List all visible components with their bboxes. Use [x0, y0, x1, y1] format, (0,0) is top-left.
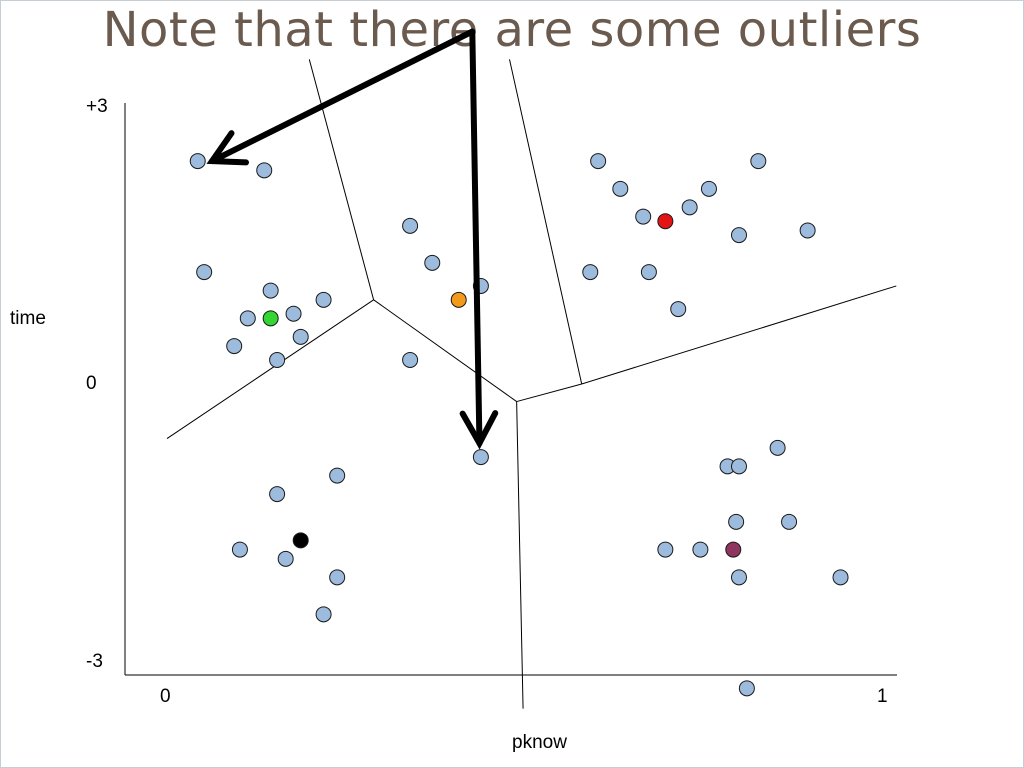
centroid-point-1	[450, 291, 467, 308]
data-point-0	[189, 153, 206, 170]
boundary-line-4	[166, 299, 374, 439]
data-point-19	[750, 153, 767, 170]
boundary-line-1	[508, 59, 583, 385]
data-point-9	[269, 351, 286, 368]
data-point-26	[269, 486, 286, 503]
data-point-33	[731, 458, 747, 475]
data-point-21	[640, 264, 657, 281]
y-tick-label-zero: 0	[86, 373, 97, 394]
data-point-20	[582, 264, 599, 281]
data-point-40	[832, 569, 849, 586]
data-point-15	[612, 180, 629, 197]
annotation-arrows	[206, 28, 499, 450]
y-axis-label: time	[10, 308, 46, 329]
data-point-10	[402, 217, 419, 234]
annotation-arrow-shaft-1	[469, 28, 483, 447]
data-point-3	[262, 282, 279, 299]
data-point-25	[472, 449, 489, 466]
data-point-14	[590, 153, 607, 170]
x-axis-label: pknow	[512, 732, 567, 753]
data-point-11	[424, 254, 441, 271]
data-point-6	[285, 305, 302, 322]
data-point-37	[657, 541, 674, 558]
data-point-31	[315, 606, 332, 623]
boundary-line-3	[516, 383, 582, 403]
y-tick-label-top: +3	[86, 96, 108, 117]
annotation-arrow-shaft-0	[209, 28, 476, 165]
centroid-point-2	[657, 213, 674, 230]
annotation-arrow-head-0	[206, 130, 250, 166]
data-point-30	[329, 569, 346, 586]
centroid-points	[262, 213, 742, 558]
data-point-4	[315, 291, 332, 308]
data-point-7	[226, 338, 243, 355]
cluster-boundaries	[166, 59, 897, 709]
y-tick-label-bottom: -3	[86, 651, 103, 672]
centroid-point-4	[725, 541, 742, 558]
data-point-12	[402, 351, 419, 368]
data-point-23	[799, 222, 816, 239]
slide-title: Note that there are some outliers	[102, 2, 922, 58]
data-point-28	[231, 541, 248, 558]
plot-axes	[124, 103, 897, 676]
data-point-36	[781, 513, 798, 530]
data-point-5	[239, 310, 256, 327]
centroid-point-0	[262, 310, 279, 327]
data-point-18	[700, 180, 717, 197]
data-point-41	[738, 680, 755, 697]
data-point-8	[292, 328, 309, 345]
boundary-line-5	[516, 401, 524, 709]
data-point-39	[731, 569, 747, 586]
annotation-arrow-head-1	[459, 410, 499, 450]
data-point-35	[728, 513, 745, 530]
data-point-2	[196, 264, 213, 281]
data-point-38	[692, 541, 709, 558]
boundary-line-0	[308, 59, 375, 300]
centroid-point-3	[292, 532, 309, 549]
data-point-27	[329, 467, 346, 484]
boundary-line-2	[373, 299, 517, 402]
data-point-29	[277, 550, 294, 567]
data-point-34	[769, 439, 786, 456]
data-point-17	[681, 199, 698, 216]
data-point-22	[731, 227, 747, 244]
data-point-24	[670, 301, 687, 318]
boundary-line-6	[581, 285, 897, 385]
x-tick-label-zero: 0	[160, 686, 171, 707]
data-point-16	[635, 208, 652, 225]
data-points	[189, 153, 849, 697]
x-tick-label-one: 1	[877, 686, 888, 707]
data-point-1	[256, 162, 273, 179]
